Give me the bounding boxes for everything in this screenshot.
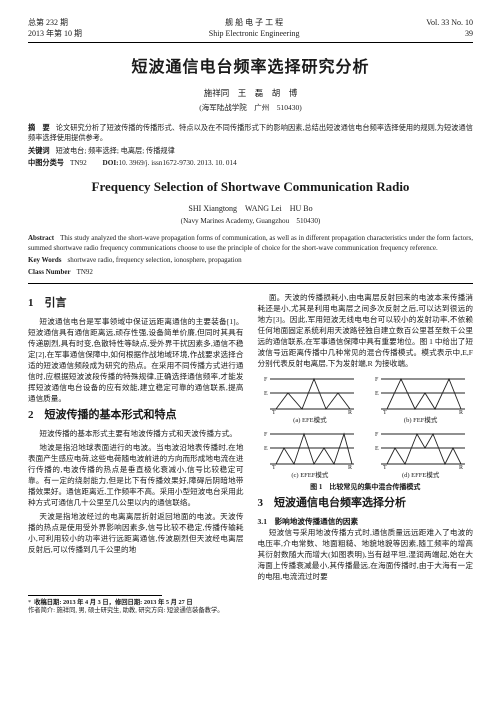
figure-1a-label: (a) EFE模式 [293,416,326,425]
left-column: 1 引言 短波通信电台是军事领域中保证远距离通信的主要装备[1]。短波通信具有通… [28,292,244,585]
figure-1b: F E T R (b) FEF模式 [368,373,473,425]
figure-1d-svg: F E T R [373,428,468,470]
keywords-en-text: shortwave radio, frequency selection, io… [68,256,242,264]
keywords-cn-text: 短波电台; 频率选择; 电离层; 传播规律 [56,147,175,155]
header-rule [28,42,473,43]
right-column: 面。天波的传播损耗小,由电离层反射回来的电波本来传播消耗还是小,尤其是利用电离层… [258,292,474,585]
svg-text:F: F [264,377,268,383]
svg-text:E: E [375,446,379,452]
figure-1: F E T R (a) EFE模式 F E [258,373,474,492]
header-right: Vol. 33 No. 10 39 [426,18,473,40]
section-2-p3: 天波是指地波经过的电离离层折射返回地面的电波。天波传播的热点是使用受外界影响因素… [28,511,244,555]
abstract-cn-label: 摘 要 [28,124,50,132]
title-en: Frequency Selection of Shortwave Communi… [28,178,473,196]
keywords-en-label: Key Words [28,256,62,264]
svg-text:F: F [375,432,379,438]
figure-1-row-2: F E T R (c) EFEF模式 F E [258,428,474,480]
svg-text:E: E [264,391,268,397]
section-3-heading: 3 短波通信电台频率选择分析 [258,496,474,512]
svg-text:R: R [348,465,352,470]
svg-text:T: T [383,465,387,470]
class-cn-text: TN92 [70,159,87,167]
svg-text:F: F [375,377,379,383]
svg-text:T: T [272,465,276,470]
abstract-cn-text: 论文研究分析了短波传播的传播形式、特点以及在不同传播形式下的影响因素,总结出短波… [28,124,473,142]
body-rule [28,283,473,284]
figure-1c-label: (c) EFEF模式 [291,471,328,480]
class-cn-label: 中图分类号 [28,159,64,167]
doi: DOI:10. 3969/j. issn1672-9730. 2013. 10.… [103,159,237,167]
footnote: *收稿日期: 2013 年 4 月 3 日，修回日期: 2013 年 5 月 2… [28,599,473,615]
keywords-cn-label: 关键词 [28,147,50,155]
section-3-sub: 3.1 影响地波传播通信的因素 [258,516,474,527]
vol-no: Vol. 33 No. 10 [426,18,473,29]
title-cn: 短波通信电台频率选择研究分析 [28,57,473,79]
doi-text: 10. 3969/j. issn1672-9730. 2013. 10. 014 [119,159,237,167]
journal-en: Ship Electronic Engineering [82,29,426,40]
doi-label: DOI: [103,159,119,167]
footnote-received-text: 收稿日期: 2013 年 4 月 3 日，修回日期: 2013 年 5 月 27… [34,599,192,606]
keywords-en: Key Words shortwave radio, frequency sele… [28,256,473,265]
svg-text:E: E [375,391,379,397]
figure-1b-label: (b) FEF模式 [404,416,437,425]
body-columns: 1 引言 短波通信电台是军事领域中保证远距离通信的主要装备[1]。短波通信具有通… [28,292,473,585]
section-2-p1: 短波传播的基本形式主要有地波传播方式和天波传播方式。 [28,428,244,439]
svg-text:R: R [459,465,463,470]
star-icon: * [28,599,31,606]
header-left: 总第 232 期 2013 年第 10 期 [28,18,82,40]
class-en-label: Class Number [28,268,71,276]
figure-1d-label: (d) EFFE模式 [402,471,439,480]
section-2r-p1: 面。天波的传播损耗小,由电离层反射回来的电波本来传播消耗还是小,尤其是利用电离层… [258,292,474,369]
year-issue: 2013 年第 10 期 [28,29,82,40]
header-center: 舰 船 电 子 工 程 Ship Electronic Engineering [82,18,426,40]
authors-en: SHI Xiangtong WANG Lei HU Bo [28,204,473,215]
affil-en: (Navy Marines Academy, Guangzhou 510430) [28,217,473,227]
figure-1d: F E T R (d) EFFE模式 [368,428,473,480]
section-1-heading: 1 引言 [28,296,244,312]
page-no: 39 [426,29,473,40]
keywords-cn: 关键词短波电台; 频率选择; 电离层; 传播规律 [28,147,473,157]
issue-total: 总第 232 期 [28,18,82,29]
section-2-p2: 地波是指沿地球表面进行的电波。当电波沿地表传播时,在地表面产生感应电荷,这些电荷… [28,442,244,508]
abstract-en: AbstractThis study analyzed the short-wa… [28,234,473,253]
page-header: 总第 232 期 2013 年第 10 期 舰 船 电 子 工 程 Ship E… [28,18,473,40]
svg-text:F: F [264,432,268,438]
journal-cn: 舰 船 电 子 工 程 [82,18,426,29]
figure-1-caption: 图 1 比较常见的集中混合传播模式 [258,482,474,492]
svg-text:E: E [264,446,268,452]
svg-text:R: R [459,410,463,415]
section-3-p1: 短波信号采用地波传播方式时,通信质量远远距难入了电波的电压率,介电常数、地面粗糙… [258,527,474,582]
svg-text:T: T [383,410,387,415]
class-en: Class Number TN92 [28,268,473,277]
abstract-cn: 摘 要论文研究分析了短波传播的传播形式、特点以及在不同传播形式下的影响因素,总结… [28,123,473,143]
affil-cn: (海军陆战学院 广州 510430) [28,103,473,113]
figure-1-row-1: F E T R (a) EFE模式 F E [258,373,474,425]
figure-1c: F E T R (c) EFEF模式 [258,428,363,480]
figure-1b-svg: F E T R [373,373,468,415]
figure-1a-svg: F E T R [262,373,357,415]
section-2-heading: 2 短波传播的基本形式和特点 [28,408,244,424]
authors-cn: 施祥同 王 磊 胡 博 [28,88,473,99]
svg-text:T: T [272,410,276,415]
figure-1a: F E T R (a) EFE模式 [258,373,363,425]
class-en-text: TN92 [77,268,93,276]
abstract-en-label: Abstract [28,234,54,242]
footnote-author-bio: 作者简介: 施祥同, 男, 硕士研究生, 助教, 研究方向: 短波通信装备教学。 [28,607,473,615]
footnote-rule [28,595,162,596]
svg-text:R: R [348,410,352,415]
figure-1c-svg: F E T R [262,428,357,470]
abstract-en-text: This study analyzed the short-wave propa… [28,234,473,251]
class-cn: 中图分类号 TN92 DOI:10. 3969/j. issn1672-9730.… [28,159,473,169]
section-1-p1: 短波通信电台是军事领域中保证远距离通信的主要装备[1]。短波通信具有通信距离远,… [28,316,244,404]
